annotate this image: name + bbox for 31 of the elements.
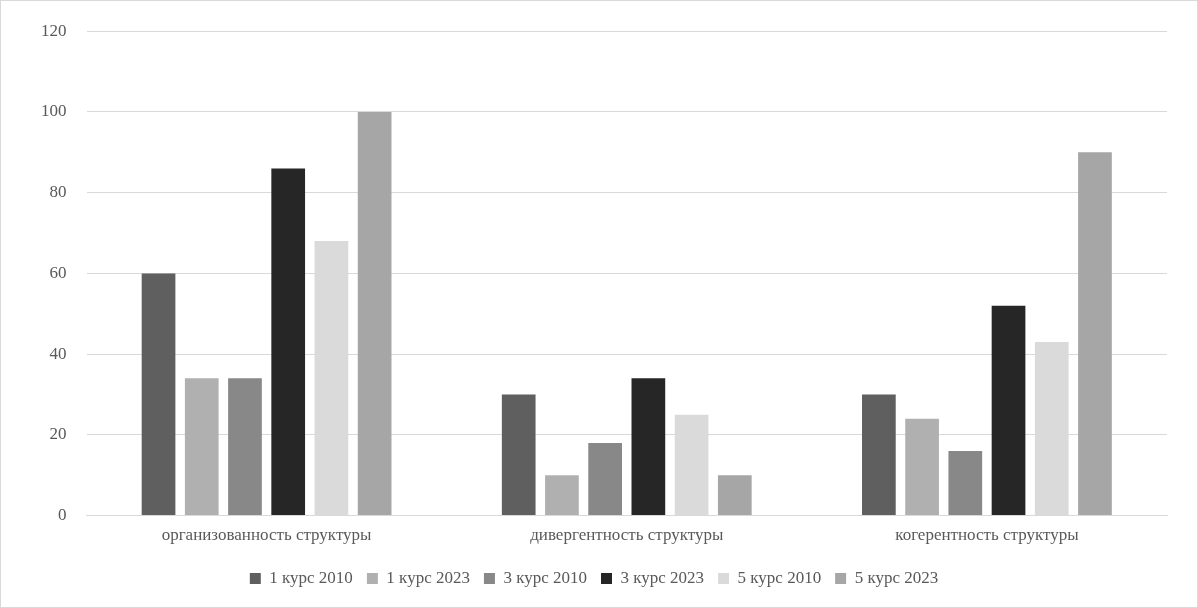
- y-tick-label: 80: [49, 182, 67, 202]
- bar: [1078, 152, 1112, 516]
- y-tick-label: 0: [58, 505, 67, 525]
- bar: [717, 475, 752, 516]
- bar: [588, 442, 622, 516]
- x-tick-label: дивергентность структуры: [530, 525, 724, 545]
- bar: [862, 394, 896, 516]
- legend-label: 5 курс 2023: [854, 567, 939, 587]
- bar: [501, 394, 536, 516]
- bar: [631, 378, 666, 516]
- bar: [905, 418, 939, 516]
- y-tick-label: 100: [41, 101, 67, 121]
- x-tick-label: организованность структуры: [161, 525, 373, 545]
- bar: [948, 451, 983, 516]
- legend-label: 3 курс 2023: [620, 567, 705, 587]
- x-tick-label: когерентность структуры: [895, 525, 1080, 545]
- bar: [271, 168, 306, 516]
- bar: [357, 111, 392, 516]
- y-tick-label: 60: [49, 262, 67, 282]
- bar: [991, 305, 1026, 516]
- bar: [184, 378, 219, 516]
- y-tick-label: 120: [41, 20, 67, 40]
- y-tick-label: 20: [49, 424, 67, 444]
- bar: [228, 378, 262, 516]
- bar: [545, 475, 579, 516]
- legend-label: 5 курс 2010: [737, 567, 822, 587]
- bar: [141, 273, 176, 516]
- y-tick-label: 40: [49, 343, 67, 363]
- legend-label: 3 курс 2010: [503, 567, 588, 587]
- legend-label: 1 курс 2023: [386, 567, 470, 587]
- legend-label: 1 курс 2010: [269, 567, 353, 587]
